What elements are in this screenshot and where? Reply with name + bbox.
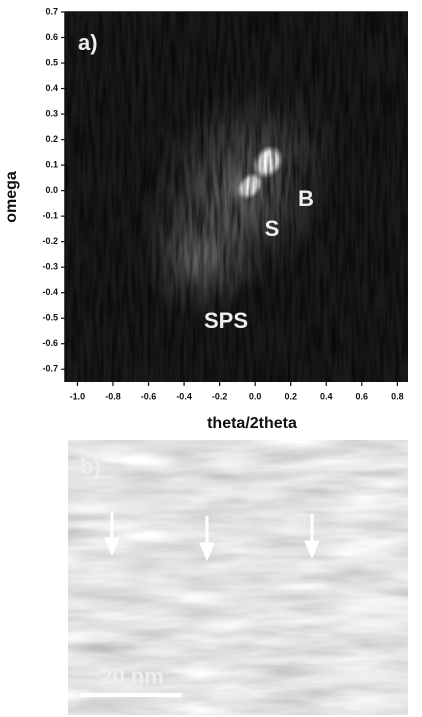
y-tick-label: 0.3	[45, 108, 58, 118]
annotation: S	[265, 216, 280, 241]
x-tick-label: -0.8	[105, 391, 121, 401]
y-axis-label: omega	[3, 171, 20, 223]
figure: a) theta/2theta omega 0.7 0.6 0.5 0.4 0.3 0.2…	[0, 0, 422, 717]
y-tick-label: -0.2	[42, 236, 58, 246]
x-axis-label: theta/2theta	[207, 415, 297, 432]
x-tick-label: 0.6	[356, 391, 369, 401]
y-tick-label: 0.7	[45, 6, 58, 16]
y-tick-label: 0.2	[45, 134, 58, 144]
y-tick-label: 0.4	[45, 83, 58, 93]
y-tick-label: -0.5	[42, 313, 58, 323]
scale-bar	[80, 693, 182, 697]
x-tick-label: 0.0	[249, 391, 262, 401]
y-tick-label: -0.1	[42, 211, 58, 221]
micrograph-panel: b) 20 nm	[68, 440, 408, 715]
y-tick-label: 0.1	[45, 159, 58, 169]
y-tick-label: 0.6	[45, 32, 58, 42]
y-tick-label: 0.5	[45, 57, 58, 67]
annotation: SPS	[204, 308, 248, 333]
x-tick-label: -0.2	[212, 391, 228, 401]
map-panel: a) theta/2theta omega 0.7 0.6 0.5 0.4 0.3 0.2…	[3, 6, 408, 432]
scale-bar-label: 20 nm	[100, 664, 164, 689]
x-tick-label: -0.6	[141, 391, 157, 401]
panel-label: b)	[80, 454, 101, 479]
y-tick-label: 0.0	[45, 185, 58, 195]
x-tick-label: -0.4	[176, 391, 192, 401]
x-tick-label: -1.0	[70, 391, 86, 401]
y-tick-label: -0.6	[42, 338, 58, 348]
x-tick-label: 0.8	[391, 391, 404, 401]
y-tick-label: -0.7	[42, 364, 58, 374]
y-tick-label: -0.3	[42, 262, 58, 272]
y-tick-label: -0.4	[42, 287, 58, 297]
panel-label: a)	[78, 30, 98, 55]
annotation: B	[298, 186, 314, 211]
x-tick-label: 0.4	[320, 391, 333, 401]
x-tick-label: 0.2	[284, 391, 297, 401]
